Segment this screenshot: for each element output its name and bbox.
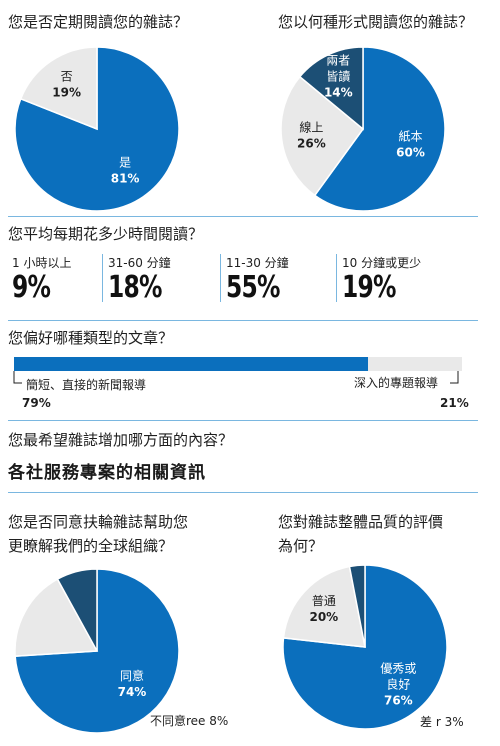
- pie-slice-value: 74%: [118, 685, 147, 699]
- pie-slice-1: [313, 46, 446, 212]
- pie-slice-2: [280, 75, 365, 197]
- pie-slice-value: 20%: [309, 610, 338, 624]
- answer-desired-content: 各社服務專案的相關資訊: [8, 463, 206, 483]
- reading-time-value: 55%: [226, 270, 280, 305]
- pie-slice-label: 普通: [312, 594, 336, 608]
- bar-label-feature-stories: 深入的專題報導: [354, 376, 439, 390]
- pie-slice-value: 60%: [396, 145, 425, 159]
- pie-slice-value: 76%: [384, 693, 413, 707]
- preference-bar-short-news: [14, 357, 368, 371]
- pie-slice-label: 否: [61, 69, 73, 83]
- callout-poor: 差 r 3%: [420, 715, 464, 729]
- pie-chart-understanding: 同意 74%: [14, 568, 180, 734]
- pie-slice-2: [282, 565, 366, 648]
- pie-slice-label: 皆讀: [326, 70, 350, 84]
- reading-time-label: 31-60 分鐘: [108, 256, 171, 270]
- pie-slice-2: [14, 578, 99, 657]
- section-divider: [8, 420, 478, 421]
- pie-slice-value: 14%: [324, 86, 353, 100]
- bar-value-feature-stories: 21%: [440, 396, 469, 410]
- reading-time-label: 11-30 分鐘: [226, 256, 289, 270]
- pie-slice-1: [14, 46, 180, 212]
- question-quality-line-1: 您對雜誌整體品質的評價: [278, 513, 444, 531]
- question-understanding-line-1: 您是否同意扶輪雜誌幫助您: [8, 513, 189, 531]
- pie-slice-label: 良好: [386, 676, 410, 691]
- pie-slice-1: [282, 564, 448, 730]
- pie-slice-label: 兩者: [326, 54, 350, 68]
- question-regular-reading: 您是否定期閱讀您的雜誌？: [8, 13, 189, 31]
- reading-time-value: 9%: [12, 270, 51, 305]
- question-desired-content: 您最希望雜誌增加哪方面的內容？: [8, 431, 234, 449]
- pie-slice-value: 26%: [297, 137, 326, 151]
- question-article-type: 您偏好哪種類型的文章？: [8, 329, 174, 347]
- question-reading-format: 您以何種形式閱讀您的雜誌？: [278, 13, 474, 31]
- pie-slice-value: 19%: [52, 85, 81, 99]
- stat-divider: [220, 254, 221, 302]
- reading-time-value: 19%: [342, 270, 396, 305]
- reading-time-label: 10 分鐘或更少: [342, 256, 422, 270]
- pie-slice-label: 紙本: [399, 128, 423, 143]
- pie-slice-2: [19, 46, 98, 131]
- pie-slice-label: 線上: [299, 120, 323, 135]
- bar-value-short-news: 79%: [22, 396, 51, 410]
- bar-bracket-lines: [13, 371, 459, 384]
- pie-chart-regular-reading: 是 81% 否 19%: [14, 46, 180, 212]
- bar-label-short-news: 簡短、直接的新聞報導: [26, 378, 147, 392]
- question-reading-time: 您平均每期花多少時間閱讀？: [8, 225, 204, 243]
- pie-slice-label: 同意: [120, 668, 144, 683]
- reading-time-value: 18%: [108, 270, 162, 305]
- pie-slice-3: [56, 568, 98, 652]
- pie-slice-3: [298, 46, 364, 131]
- callout-disagree: 不同意ree 8%: [150, 714, 229, 728]
- question-understanding-line-2: 更瞭解我們的全球組織？: [8, 537, 174, 555]
- reading-time-label: 1 小時以上: [12, 256, 72, 270]
- pie-slice-label: 是: [119, 155, 131, 169]
- section-divider: [8, 492, 478, 493]
- pie-slice-label: 優秀或: [380, 661, 416, 675]
- stat-divider: [102, 254, 103, 302]
- section-divider: [8, 216, 478, 217]
- question-quality-line-2: 為何？: [278, 537, 324, 555]
- stat-divider: [336, 254, 337, 302]
- pie-slice-value: 81%: [111, 171, 140, 185]
- pie-slice-3: [348, 564, 366, 648]
- section-divider: [8, 320, 478, 321]
